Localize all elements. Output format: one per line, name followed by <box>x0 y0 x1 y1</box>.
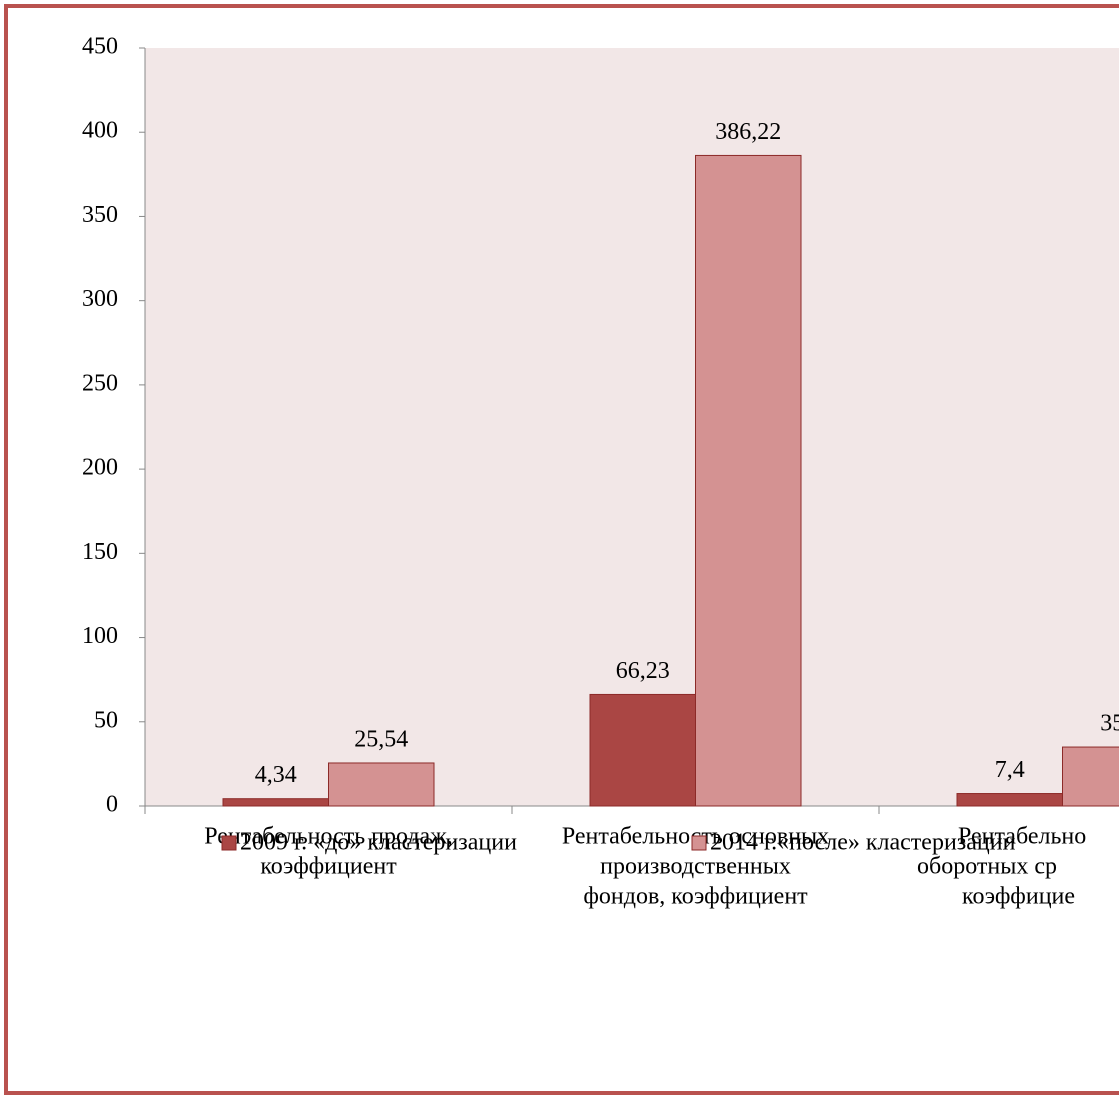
x-tick-label: коэффицие <box>962 884 1075 910</box>
y-tick-label: 150 <box>82 539 118 565</box>
data-label: 25,54 <box>354 726 408 752</box>
bar <box>695 154 802 807</box>
y-tick-label: 100 <box>82 623 118 649</box>
data-label: 4,34 <box>255 762 297 788</box>
y-tick-label: 250 <box>82 370 118 396</box>
y-tick-label: 50 <box>94 707 118 733</box>
plot-area <box>145 48 1119 806</box>
data-label: 66,23 <box>616 658 670 684</box>
bar <box>222 798 329 807</box>
data-label: 35, <box>1100 711 1119 737</box>
bar <box>328 762 435 807</box>
legend-swatch <box>691 835 707 851</box>
legend-label: 2014 г.«после» кластеризации <box>710 830 1016 856</box>
legend-swatch <box>221 835 237 851</box>
x-tick-label: Рентабельность продаж, <box>204 824 453 850</box>
bar <box>956 793 1063 807</box>
bar <box>1062 746 1119 807</box>
y-tick-label: 0 <box>106 792 118 818</box>
y-tick-label: 450 <box>82 34 118 60</box>
y-tick-label: 300 <box>82 286 118 312</box>
x-tick-label: производственных <box>600 854 791 880</box>
x-tick-label: Рентабельно <box>958 824 1086 850</box>
x-tick-label: фондов, коэффициент <box>583 884 808 910</box>
data-label: 7,4 <box>995 757 1025 783</box>
bar <box>589 693 696 807</box>
data-label: 386,22 <box>715 119 781 145</box>
x-tick-label: коэффициент <box>260 854 397 880</box>
legend-label: 2009 г. «до» кластеризации <box>240 830 517 856</box>
x-tick-label: оборотных ср <box>917 854 1057 880</box>
y-tick-label: 200 <box>82 455 118 481</box>
y-tick-label: 350 <box>82 202 118 228</box>
y-tick-label: 400 <box>82 118 118 144</box>
